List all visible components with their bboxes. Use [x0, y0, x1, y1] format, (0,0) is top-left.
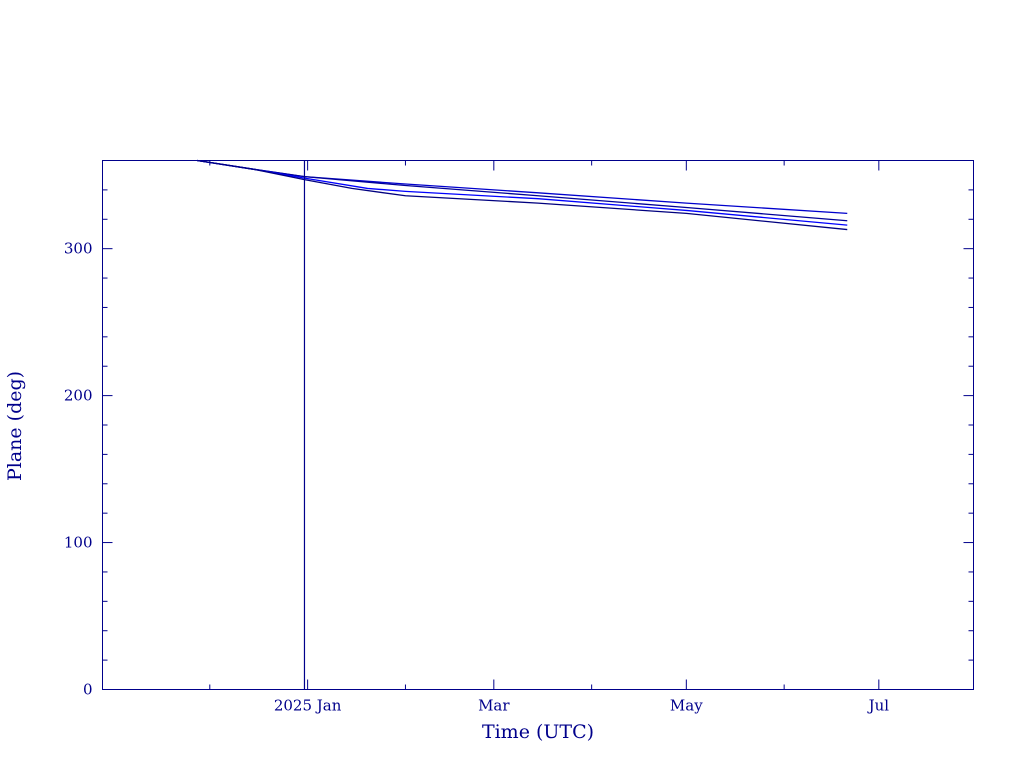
- series-layer: [197, 159, 848, 231]
- x-axis-title: Time (UTC): [482, 721, 594, 743]
- series-line-2: [197, 159, 848, 222]
- x-tick-label: 2025 Jan: [274, 697, 342, 715]
- y-tick-label: 300: [64, 240, 93, 258]
- series-line-3: [197, 159, 848, 226]
- y-tick-label: 0: [83, 681, 93, 699]
- plot-frame: [102, 160, 974, 690]
- series-line-1: [197, 159, 848, 215]
- series-line-4: [197, 159, 848, 231]
- tick-labels: 2025 Jan Mar May Jul 0 100 200 300: [64, 240, 889, 715]
- y-axis-title: Plane (deg): [4, 371, 26, 481]
- x-tick-label: May: [670, 697, 703, 715]
- y-tick-label: 100: [64, 534, 93, 552]
- axis-ticks: [102, 160, 974, 690]
- x-tick-label: Mar: [478, 697, 510, 715]
- x-tick-label: Jul: [867, 697, 890, 715]
- y-tick-label: 200: [64, 387, 93, 405]
